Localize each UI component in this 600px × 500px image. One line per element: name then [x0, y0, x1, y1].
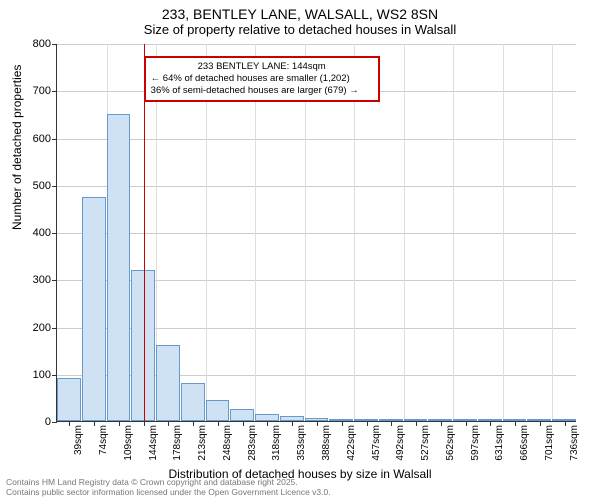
histogram-bar — [156, 345, 180, 421]
x-tick-label: 74sqm — [98, 425, 109, 455]
callout-box: 233 BENTLEY LANE: 144sqm← 64% of detache… — [144, 56, 380, 102]
histogram-bar — [82, 197, 106, 421]
x-tick-label: 492sqm — [395, 425, 406, 461]
y-tick — [52, 280, 57, 281]
gridline-h — [57, 44, 576, 45]
chart-container: 010020030040050060070080039sqm74sqm109sq… — [56, 44, 576, 422]
x-tick — [342, 421, 343, 426]
x-tick — [292, 421, 293, 426]
histogram-bar — [57, 378, 81, 421]
x-tick — [69, 421, 70, 426]
x-tick-label: 422sqm — [346, 425, 357, 461]
x-tick — [144, 421, 145, 426]
y-tick — [52, 139, 57, 140]
y-tick-label: 300 — [33, 274, 51, 286]
x-tick-label: 178sqm — [172, 425, 183, 461]
x-tick-label: 213sqm — [197, 425, 208, 461]
gridline-v — [503, 44, 504, 421]
x-tick-label: 527sqm — [420, 425, 431, 461]
x-tick-label: 353sqm — [296, 425, 307, 461]
x-tick — [490, 421, 491, 426]
x-tick — [515, 421, 516, 426]
y-tick — [52, 91, 57, 92]
x-tick — [267, 421, 268, 426]
x-tick — [243, 421, 244, 426]
x-tick-label: 631sqm — [494, 425, 505, 461]
x-tick-label: 283sqm — [247, 425, 258, 461]
plot-area: 010020030040050060070080039sqm74sqm109sq… — [56, 44, 576, 422]
x-tick-label: 666sqm — [519, 425, 530, 461]
x-tick-label: 144sqm — [148, 425, 159, 461]
x-tick-label: 248sqm — [222, 425, 233, 461]
y-tick-label: 200 — [33, 322, 51, 334]
histogram-bar — [230, 409, 254, 421]
y-tick-label: 800 — [33, 38, 51, 50]
callout-line2: 36% of semi-detached houses are larger (… — [151, 85, 373, 97]
x-tick-label: 562sqm — [445, 425, 456, 461]
x-tick — [565, 421, 566, 426]
x-tick-label: 318sqm — [271, 425, 282, 461]
x-tick — [317, 421, 318, 426]
callout-title: 233 BENTLEY LANE: 144sqm — [151, 61, 373, 73]
histogram-bar — [107, 114, 131, 421]
x-tick — [367, 421, 368, 426]
y-tick — [52, 186, 57, 187]
gridline-v — [404, 44, 405, 421]
x-tick — [193, 421, 194, 426]
x-tick — [168, 421, 169, 426]
y-tick — [52, 44, 57, 45]
histogram-bar — [206, 400, 230, 421]
x-tick — [441, 421, 442, 426]
gridline-h — [57, 139, 576, 140]
y-axis-label: Number of detached properties — [10, 65, 24, 230]
y-tick — [52, 422, 57, 423]
y-tick-label: 600 — [33, 133, 51, 145]
x-tick — [466, 421, 467, 426]
x-tick-label: 457sqm — [371, 425, 382, 461]
y-tick-label: 400 — [33, 227, 51, 239]
y-tick-label: 100 — [33, 369, 51, 381]
x-tick-label: 39sqm — [73, 425, 84, 455]
y-tick-label: 500 — [33, 180, 51, 192]
x-tick-label: 388sqm — [321, 425, 332, 461]
x-tick — [391, 421, 392, 426]
footer: Contains HM Land Registry data © Crown c… — [6, 478, 331, 498]
x-tick — [94, 421, 95, 426]
chart-title-line2: Size of property relative to detached ho… — [0, 22, 600, 41]
x-tick — [416, 421, 417, 426]
gridline-v — [453, 44, 454, 421]
callout-line1: ← 64% of detached houses are smaller (1,… — [151, 73, 373, 85]
x-tick-label: 701sqm — [544, 425, 555, 461]
histogram-bar — [255, 414, 279, 421]
gridline-h — [57, 233, 576, 234]
footer-line2: Contains public sector information licen… — [6, 488, 331, 498]
x-tick — [218, 421, 219, 426]
x-tick — [540, 421, 541, 426]
y-tick — [52, 375, 57, 376]
x-tick — [119, 421, 120, 426]
x-tick-label: 109sqm — [123, 425, 134, 461]
y-tick — [52, 233, 57, 234]
y-tick-label: 0 — [45, 416, 51, 428]
x-tick-label: 736sqm — [569, 425, 580, 461]
histogram-bar — [181, 383, 205, 421]
x-tick-label: 597sqm — [470, 425, 481, 461]
gridline-v — [552, 44, 553, 421]
gridline-h — [57, 186, 576, 187]
y-tick-label: 700 — [33, 85, 51, 97]
chart-title-line1: 233, BENTLEY LANE, WALSALL, WS2 8SN — [0, 0, 600, 22]
y-tick — [52, 328, 57, 329]
